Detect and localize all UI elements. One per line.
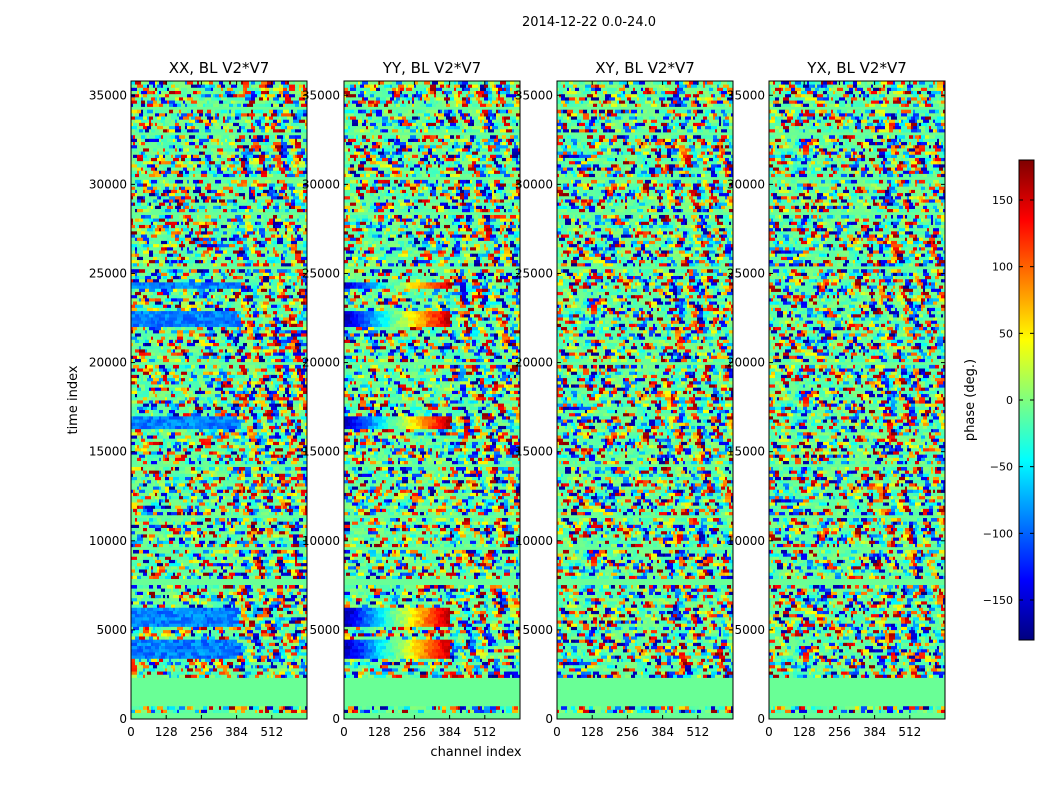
panel-yx-image [769,81,945,719]
y-tick-label: 35000 [727,88,765,102]
y-tick-label: 15000 [515,445,553,459]
y-tick-label: 0 [119,712,127,726]
colorbar-tick-label: 150 [992,194,1013,207]
x-tick-label: 384 [863,725,886,739]
panel-yy-image [344,81,520,719]
y-tick-label: 5000 [96,623,127,637]
y-tick-label: 35000 [89,88,127,102]
panel-title: YY, BL V2*V7 [382,59,481,77]
y-tick-label: 25000 [727,266,765,280]
panel-yy-frame [343,80,521,720]
y-tick-label: 15000 [89,445,127,459]
x-axis-label: channel index [430,745,521,760]
x-tick-label: 512 [260,725,283,739]
x-tick-label: 128 [155,725,178,739]
x-tick-label: 512 [473,725,496,739]
x-tick-label: 384 [225,725,248,739]
figure-suptitle: 2014-12-22 0.0-24.0 [522,15,656,30]
y-tick-label: 5000 [734,623,765,637]
colorbar-tick-label: −100 [983,527,1013,540]
y-tick-label: 30000 [89,177,127,191]
y-tick-label: 15000 [727,445,765,459]
panels-group: XX, BL V2*V7 0 5000 10000 15000 20000 25000 300… [89,59,946,739]
x-tick-label: 0 [340,725,348,739]
y-tick-label: 35000 [302,88,340,102]
y-tick-label: 10000 [515,534,553,548]
x-tick-label: 256 [828,725,851,739]
panel-yy: YY, BL V2*V7 0 5000 10000 15000 20000 25000 300… [302,59,521,739]
y-tick-label: 0 [757,712,765,726]
panel-title: XY, BL V2*V7 [595,59,695,77]
y-tick-label: 25000 [515,266,553,280]
colorbar: 150 100 50 0 −50 −100 −150 [983,159,1035,641]
panel-xy-frame [556,80,734,720]
y-tick-label: 20000 [727,356,765,370]
x-tick-label: 256 [616,725,639,739]
y-tick-label: 30000 [515,177,553,191]
x-tick-label: 0 [553,725,561,739]
panel-xy-image [557,81,733,719]
y-tick-label: 5000 [309,623,340,637]
y-tick-label: 10000 [89,534,127,548]
y-tick-label: 10000 [302,534,340,548]
y-tick-label: 35000 [515,88,553,102]
panel-title: XX, BL V2*V7 [169,59,270,77]
y-tick-label: 30000 [727,177,765,191]
x-tick-label: 512 [898,725,921,739]
panel-xy: XY, BL V2*V7 0 5000 10000 15000 20000 25000 300… [515,59,734,739]
y-tick-label: 20000 [515,356,553,370]
x-tick-label: 128 [581,725,604,739]
panel-xx: XX, BL V2*V7 0 5000 10000 15000 20000 25000 300… [89,59,308,739]
y-tick-label: 10000 [727,534,765,548]
y-tick-label: 0 [545,712,553,726]
x-tick-label: 384 [651,725,674,739]
x-tick-label: 512 [686,725,709,739]
x-tick-label: 0 [127,725,135,739]
x-tick-label: 128 [793,725,816,739]
y-tick-label: 5000 [522,623,553,637]
colorbar-tick-label: 0 [1006,394,1013,407]
y-tick-label: 15000 [302,445,340,459]
y-tick-label: 20000 [89,356,127,370]
panel-title: YX, BL V2*V7 [806,59,907,77]
colorbar-label: phase (deg.) [963,359,978,441]
x-tick-label: 128 [368,725,391,739]
y-tick-label: 30000 [302,177,340,191]
panel-xx-frame [130,80,308,720]
y-tick-label: 25000 [89,266,127,280]
x-tick-label: 0 [765,725,773,739]
y-tick-label: 25000 [302,266,340,280]
y-axis-label: time index [66,365,81,434]
panel-yx: YX, BL V2*V7 0 5000 10000 15000 20000 25000 300… [727,59,946,739]
colorbar-tick-label: −50 [990,461,1013,474]
colorbar-tick-label: −150 [983,594,1013,607]
x-tick-label: 256 [403,725,426,739]
x-tick-label: 384 [438,725,461,739]
panel-yx-frame [768,80,946,720]
y-tick-label: 0 [332,712,340,726]
colorbar-tick-label: 50 [999,327,1013,340]
y-tick-label: 20000 [302,356,340,370]
x-tick-label: 256 [190,725,213,739]
panel-xx-image [131,81,307,719]
colorbar-tick-label: 100 [992,261,1013,274]
